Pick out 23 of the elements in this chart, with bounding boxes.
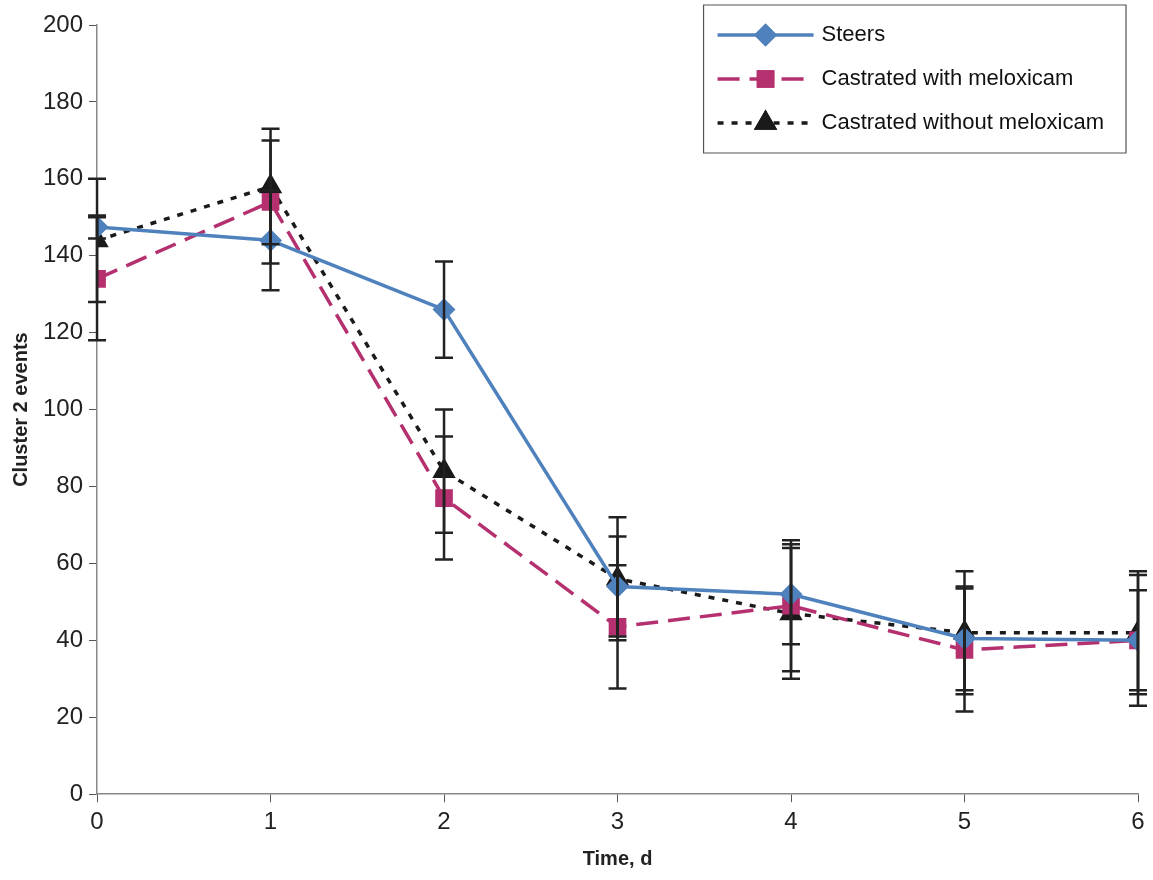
legend-label: Steers — [821, 21, 886, 47]
y-tick-label: 60 — [56, 548, 84, 576]
y-tick-label: 140 — [43, 240, 84, 268]
legend-label: Castrated with meloxicam — [821, 65, 1074, 91]
x-tick-label: 0 — [90, 807, 104, 835]
x-tick-label: 5 — [957, 807, 972, 835]
legend-label: Castrated without meloxicam — [821, 109, 1105, 135]
x-tick-label: 6 — [1131, 807, 1145, 835]
y-axis-title: Cluster 2 events — [8, 332, 31, 487]
y-tick-label: 80 — [56, 471, 84, 499]
x-tick-label: 2 — [437, 807, 451, 835]
y-tick-label: 20 — [56, 701, 84, 729]
y-tick-label: 160 — [43, 163, 84, 191]
x-tick-label: 4 — [784, 807, 798, 835]
y-tick-label: 180 — [43, 86, 84, 114]
y-tick-label: 0 — [69, 778, 84, 806]
y-tick-label: 200 — [43, 9, 84, 37]
y-tick-label: 40 — [56, 624, 84, 652]
x-tick-label: 1 — [263, 807, 278, 835]
y-tick-label: 120 — [43, 317, 84, 345]
x-tick-label: 3 — [610, 807, 625, 835]
y-tick-label: 100 — [43, 394, 84, 422]
x-axis-title: Time, d — [582, 846, 653, 869]
